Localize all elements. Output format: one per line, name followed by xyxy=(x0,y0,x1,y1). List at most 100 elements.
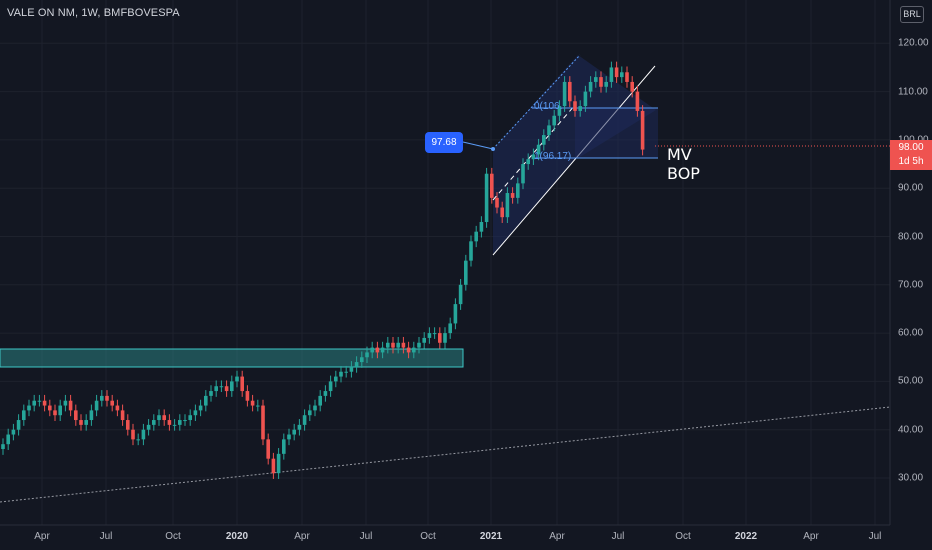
candle-body xyxy=(37,400,42,402)
candle-body xyxy=(552,115,556,126)
support-zone[interactable] xyxy=(0,348,464,368)
candle-body xyxy=(547,125,551,136)
price-tick: 60.00 xyxy=(898,327,924,339)
candle-body xyxy=(224,386,229,392)
candle-body xyxy=(157,415,161,421)
candle-body xyxy=(469,241,473,261)
candle-body xyxy=(432,333,437,335)
candle-body xyxy=(599,77,603,87)
candle-body xyxy=(110,400,114,406)
candle-body xyxy=(360,357,364,363)
candle-body xyxy=(105,395,109,401)
candle-body xyxy=(204,395,208,406)
candle-body xyxy=(1,444,5,450)
candle-body xyxy=(100,395,104,401)
candle-body xyxy=(302,415,307,425)
fib-label-bottom: 1(96.17) xyxy=(534,151,572,162)
candle-body xyxy=(240,376,244,392)
channel-lower-line[interactable] xyxy=(492,65,656,256)
time-tick: Jul xyxy=(359,531,373,542)
candle-body xyxy=(318,395,322,406)
candle-body xyxy=(297,424,302,430)
candle-body xyxy=(32,400,36,406)
countdown-value: 1d 5h xyxy=(898,156,924,167)
candle-body xyxy=(375,347,380,353)
candle-body xyxy=(609,67,614,82)
candle-body xyxy=(235,376,239,382)
candle-body xyxy=(391,342,395,348)
candle-body xyxy=(313,405,317,411)
candle-body xyxy=(630,81,634,92)
candle-body xyxy=(625,72,629,82)
candle-body xyxy=(406,347,411,353)
candle-body xyxy=(578,106,582,111)
candle-body xyxy=(505,193,510,218)
fib-label-top: 0(106. xyxy=(534,101,563,112)
candle-body xyxy=(614,67,619,78)
candle-body xyxy=(588,81,593,92)
time-tick: 2022 xyxy=(734,531,758,542)
candle-body xyxy=(74,410,78,421)
candle-body xyxy=(136,439,140,441)
candle-body xyxy=(495,197,499,208)
channel-middle-line[interactable] xyxy=(492,104,576,201)
candle-body xyxy=(84,420,88,425)
candle-body xyxy=(401,342,406,348)
price-tick: 70.00 xyxy=(898,279,924,291)
candle-body xyxy=(396,342,400,348)
channel-upper-line[interactable] xyxy=(492,54,581,150)
fib-zone[interactable] xyxy=(575,108,658,158)
candle-body xyxy=(521,164,525,184)
candle-body xyxy=(146,424,151,430)
candle-body xyxy=(557,106,562,116)
price-tick: 40.00 xyxy=(898,424,924,436)
candle-body xyxy=(89,410,94,421)
candle-body xyxy=(11,429,16,435)
candle-body xyxy=(412,347,416,353)
price-tick: 30.00 xyxy=(898,472,924,484)
candle-body xyxy=(334,376,338,382)
candle-body xyxy=(490,173,494,198)
currency-button[interactable]: BRL xyxy=(900,6,924,23)
candle-body xyxy=(573,101,577,111)
candle-body xyxy=(438,333,442,343)
candle-body xyxy=(292,429,296,435)
symbol-title[interactable]: VALE ON NM, 1W, BMFBOVESPA xyxy=(7,7,180,19)
candle-body xyxy=(276,453,281,474)
candle-body xyxy=(53,410,57,416)
callout-anchor[interactable] xyxy=(491,147,495,151)
time-tick: Jul xyxy=(99,531,113,542)
annotation-bop[interactable]: BOP xyxy=(667,164,700,183)
candle-body xyxy=(282,439,286,454)
price-callout[interactable]: 97.68 xyxy=(425,132,463,153)
candle-body xyxy=(516,183,520,198)
candle-body xyxy=(568,81,572,102)
candle-body xyxy=(287,434,291,440)
candle-body xyxy=(27,405,31,411)
candle-body xyxy=(68,400,73,411)
price-tick: 120.00 xyxy=(898,37,929,49)
callout-connector xyxy=(462,141,494,150)
candle-body xyxy=(443,333,447,343)
candle-body xyxy=(380,347,385,353)
candle-body xyxy=(354,362,359,367)
annotation-mv[interactable]: MV xyxy=(667,145,692,164)
candle-body xyxy=(48,405,52,411)
candle-body xyxy=(219,386,224,388)
candle-body xyxy=(188,415,192,421)
candle-body xyxy=(542,135,546,145)
candle-body xyxy=(370,347,374,353)
candle-body xyxy=(126,420,130,430)
candle-body xyxy=(339,371,343,377)
candle-body xyxy=(198,405,203,411)
price-tick: 100.00 xyxy=(898,134,929,145)
time-tick: Apr xyxy=(803,531,819,542)
candle-body xyxy=(271,458,276,474)
regression-channel[interactable] xyxy=(493,55,656,255)
time-tick: Apr xyxy=(294,531,310,542)
candle-body xyxy=(464,260,468,285)
long-trendline[interactable] xyxy=(0,406,891,503)
candle-body xyxy=(6,434,10,445)
time-tick: 2020 xyxy=(225,531,249,542)
